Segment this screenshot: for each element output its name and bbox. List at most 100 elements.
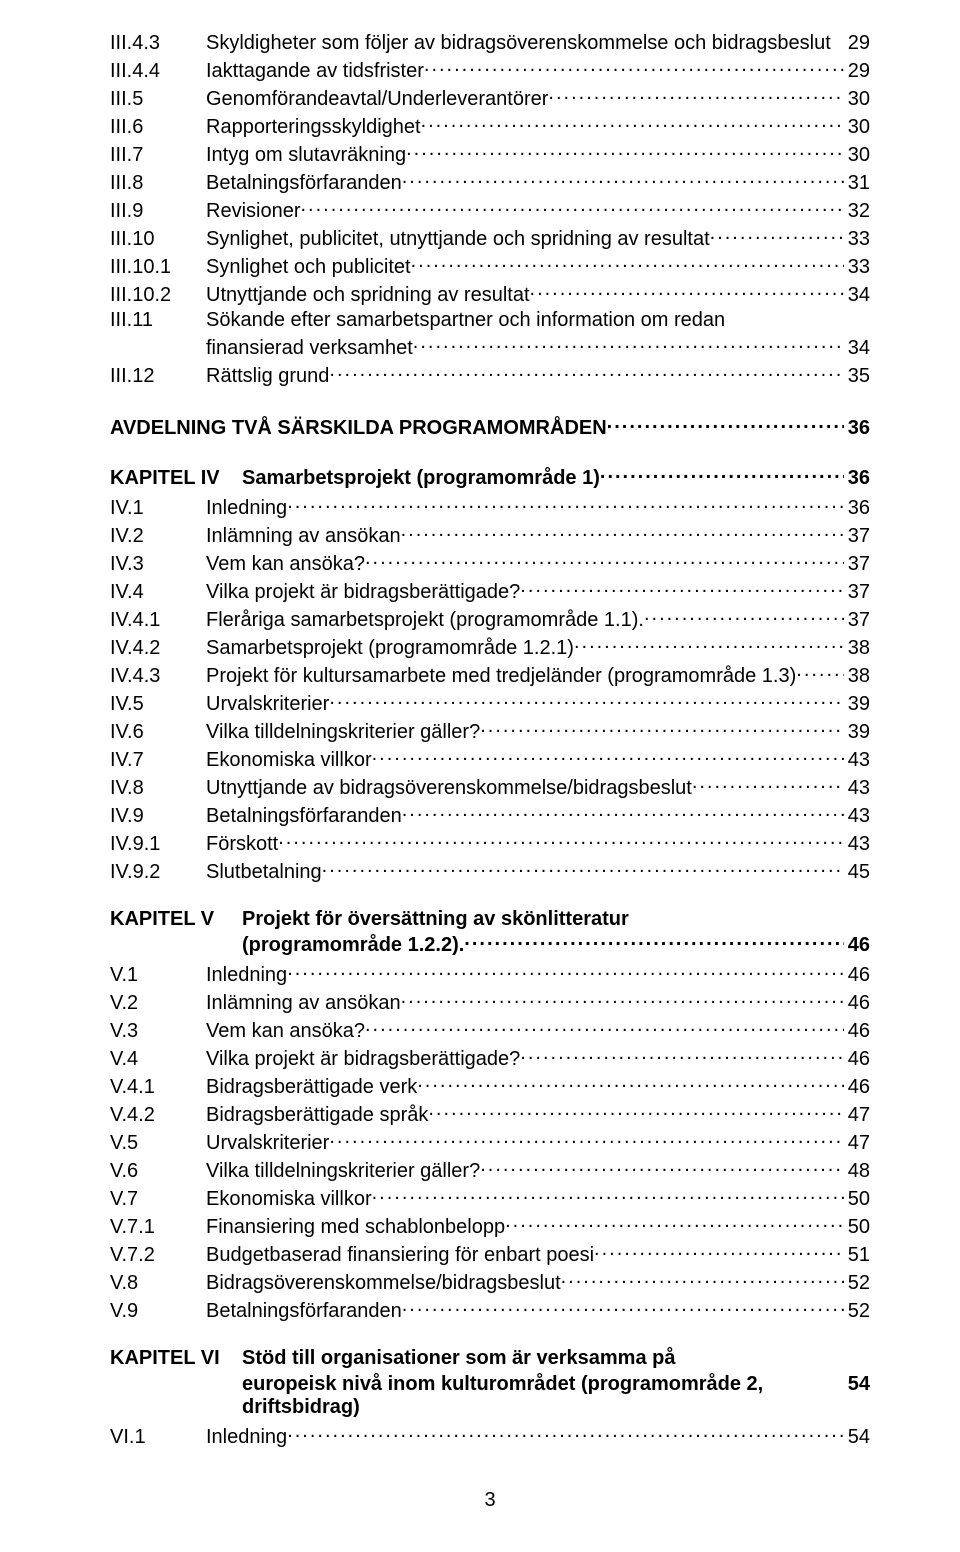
toc-entry-page: 43 [844,833,870,856]
toc-leader-dots [287,1423,844,1443]
toc-entry-number: V.2 [110,992,206,1015]
toc-entry: V.9Betalningsförfaranden 52 [110,1297,870,1323]
toc-entry-text: Revisioner [206,200,300,223]
toc-entry-number: V.4.2 [110,1104,206,1127]
toc-entry-text: Betalningsförfaranden [206,805,402,828]
toc-entry: (programområde 1.2.2). 46 [110,931,870,957]
toc-entry-text: Bidragsberättigade verk [206,1076,417,1099]
toc-entry-number: KAPITEL IV [110,467,242,490]
toc-chapter-text: Stöd till organisationer som är verksamm… [242,1347,675,1370]
toc-entry: V.8Bidragsöverenskommelse/bidragsbeslut … [110,1269,870,1295]
toc-entry-page: 46 [844,1048,870,1071]
toc-entry-text: Fleråriga samarbetsprojekt (programområd… [206,609,644,632]
toc-entry: III.8Betalningsförfaranden 31 [110,169,870,195]
toc-entry: III.10.1Synlighet och publicitet 33 [110,253,870,279]
toc-leader-dots [401,522,844,542]
toc-entry-page: 48 [844,1160,870,1183]
toc-entry: V.2Inlämning av ansökan 46 [110,989,870,1015]
toc-entry: V.7.2 Budgetbaserad finansiering för enb… [110,1241,870,1267]
toc-entry-text: Bidragsberättigade språk [206,1104,428,1127]
toc-entry-number: IV.9 [110,805,206,828]
toc-entry-text: Urvalskriterier [206,1132,329,1155]
toc-entry-text: Förskott [206,833,278,856]
toc-leader-dots [402,1297,844,1317]
toc-leader-dots [796,662,843,682]
toc-entry-page: 43 [844,749,870,772]
toc-entry-text: Inlämning av ansökan [206,992,401,1015]
toc-entry-number: V.1 [110,964,206,987]
toc-entry: V.6Vilka tilldelningskriterier gäller? 4… [110,1157,870,1183]
toc-leader-dots [329,362,843,382]
toc-entry-page: 36 [844,497,870,520]
toc-entry-page: 33 [844,228,870,251]
toc-leader-dots [417,1073,844,1093]
toc-entry-number: V.7.2 [110,1244,206,1267]
toc-leader-dots [530,281,844,301]
toc-entry-page: 39 [844,693,870,716]
toc-leader-dots [402,802,844,822]
toc-leader-dots [561,1269,844,1289]
toc-entry-number: IV.3 [110,553,206,576]
toc-entry-number: IV.9.1 [110,833,206,856]
toc-chapter-number: KAPITEL VI [110,1347,242,1370]
toc-entry: V.4.1 Bidragsberättigade verk 46 [110,1073,870,1099]
toc-entry-number: IV.7 [110,749,206,772]
toc-entry-page: 33 [844,256,870,279]
toc-entry: V.3Vem kan ansöka? 46 [110,1017,870,1043]
toc-leader-dots [480,718,844,738]
toc-entry-page: 34 [844,284,870,307]
toc-entry: V.5Urvalskriterier 47 [110,1129,870,1155]
toc-entry-page: 29 [844,60,870,83]
toc-entry-number: IV.1 [110,497,206,520]
toc-entry-text: Slutbetalning [206,861,322,884]
toc-entry-number: V.9 [110,1300,206,1323]
toc-entry-number: IV.9.2 [110,861,206,884]
toc-leader-dots [520,1045,843,1065]
toc-leader-dots [574,634,844,654]
toc-entry: IV.9 Betalningsförfaranden 43 [110,802,870,828]
toc-leader-dots [548,85,843,105]
toc-entry-text: Inledning [206,497,287,520]
toc-entry-page: 46 [844,964,870,987]
toc-leader-dots [406,141,844,161]
toc-entry-number: V.3 [110,1020,206,1043]
toc-entry-text: Ekonomiska villkor [206,1188,372,1211]
toc-entry: IV.4Vilka projekt är bidragsberättigade?… [110,578,870,604]
toc-leader-dots [480,1157,844,1177]
toc-entry-text: Sökande efter samarbetspartner och infor… [206,309,725,332]
toc-entry-text: Rapporteringsskyldighet [206,116,421,139]
toc-leader-dots [278,830,844,850]
toc-entry-page: 36 [844,467,870,490]
toc-entry-page: 37 [844,609,870,632]
toc-entry-number: III.7 [110,144,206,167]
toc-chapter: KAPITEL IVSamarbetsprojekt (programområd… [110,464,870,490]
toc-entry-text: Vem kan ansöka? [206,1020,365,1043]
toc-entry-text: Inledning [206,1426,287,1449]
toc-entry: IV.4.2Samarbetsprojekt (programområde 1.… [110,634,870,660]
toc-entry-number: V.4 [110,1048,206,1071]
toc-entry-text: Skyldigheter som följer av bidragsöveren… [206,32,831,55]
toc-entry: III.10Synlighet, publicitet, utnyttjande… [110,225,870,251]
toc-entry: IV.3Vem kan ansöka? 37 [110,550,870,576]
toc-entry: III.4.4Iakttagande av tidsfrister 29 [110,57,870,83]
toc-entry-page: 34 [844,337,870,360]
toc-leader-dots [329,1129,843,1149]
toc-leader-dots [644,606,844,626]
toc-entry: IV.1Inledning 36 [110,494,870,520]
toc-entry-text: Genomförandeavtal/Underleverantörer [206,88,548,111]
toc-entry-page: 50 [844,1216,870,1239]
toc-entry: VI.1Inledning 54 [110,1423,870,1449]
toc-leader-dots [600,464,844,484]
toc-entry-page: 35 [844,365,870,388]
toc-entry-page: 38 [844,665,870,688]
toc-entry-text: Synlighet, publicitet, utnyttjande och s… [206,228,710,251]
toc-entry-text: Bidragsöverenskommelse/bidragsbeslut [206,1272,561,1295]
toc-leader-dots [411,253,844,273]
toc-entry-number: III.10.2 [110,284,206,307]
toc-entry-text: Ekonomiska villkor [206,749,372,772]
toc-entry-text: Budgetbaserad finansiering för enbart po… [206,1244,594,1267]
toc-entry-page: 30 [844,88,870,111]
toc-entry: III.5Genomförandeavtal/Underleverantörer… [110,85,870,111]
toc-entry: IV.6Vilka tilldelningskriterier gäller? … [110,718,870,744]
toc-entry-page: 52 [844,1300,870,1323]
